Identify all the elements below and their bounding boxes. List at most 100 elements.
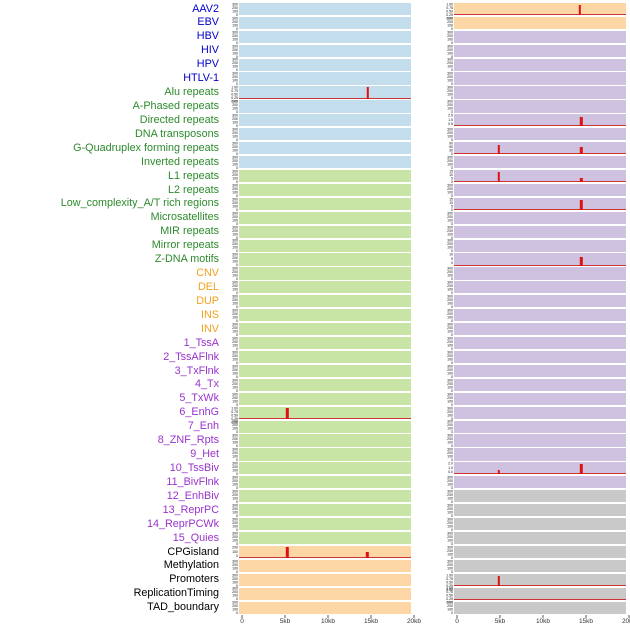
y-tick-label: 300	[447, 309, 453, 313]
signal-track-left	[239, 44, 411, 57]
y-tick-labels: 300 200 100 0	[433, 72, 453, 86]
track-row: 15_Quies 300 200 100 0 300 200 100 0	[0, 531, 630, 546]
y-tick-labels: 300 200 100 0	[218, 184, 238, 198]
y-tick-label: 100	[232, 260, 238, 264]
y-tick-label: 200	[232, 270, 238, 275]
y-tick-label: 200	[232, 396, 238, 400]
y-tick-label: 200	[232, 479, 238, 484]
x-axis-tick-mark	[499, 614, 501, 618]
y-tick-label: 100	[232, 23, 238, 28]
y-tick-label: 0	[451, 194, 453, 198]
y-tick-label: 100	[232, 37, 238, 42]
y-axis-ticks: 300 200 100 0	[222, 560, 239, 574]
signal-track-right	[454, 156, 626, 169]
y-tick-label: 100	[447, 190, 453, 195]
y-tick-label: 300	[232, 490, 238, 494]
y-axis-ticks: 300 200 100 0	[222, 3, 239, 17]
y-tick-labels: 300 200 100 0	[218, 462, 238, 476]
y-tick-label: 200	[447, 298, 453, 303]
y-tick-label: 300	[447, 58, 453, 63]
y-tick-label: 200	[447, 103, 453, 108]
track-row: 2_TssAFlnk 300 200 100 0 300 200 100 0	[0, 350, 630, 365]
y-tick-label: 200	[447, 312, 453, 317]
y-axis-ticks: 300 200 100 0	[222, 434, 239, 448]
y-tick-labels: 300 200 100 0	[433, 184, 453, 198]
signal-track-right	[454, 517, 626, 531]
y-axis-ticks: 300 200 100 0	[222, 309, 239, 323]
y-axis-ticks: 300 200 100 0	[437, 309, 454, 323]
y-tick-label: 200	[447, 354, 453, 358]
y-axis-ticks: 300 200 100 0	[222, 379, 239, 393]
y-tick-labels: 300 200 100 0	[218, 156, 238, 170]
y-axis-ticks: 300 200 100 0	[437, 351, 454, 365]
y-tick-labels: 300 200 100 0	[433, 532, 453, 546]
y-tick-label: 300	[447, 504, 453, 508]
x-axis-tick-mark	[327, 614, 329, 618]
track-row: 1_TssA 300 200 100 0 300 200 100 0	[0, 336, 630, 351]
track-row: Promoters 300 200 100 0 1.00 0.75 0.50 0.25 0.00	[0, 573, 630, 591]
y-tick-label: 0	[451, 96, 453, 101]
signal-track-left	[239, 281, 411, 294]
y-axis-ticks: 2.5 1.5 0.5	[437, 114, 454, 126]
y-tick-labels: 2.0 1.0 0.0	[433, 462, 453, 474]
y-tick-label: 0	[236, 138, 238, 143]
y-tick-label: 0.00	[231, 420, 238, 425]
track-row: Low_complexity_A/T rich regions 300 200 100…	[0, 197, 630, 212]
y-tick-labels: 300 200 100 0	[218, 281, 238, 295]
y-tick-label: 300	[232, 392, 238, 397]
signal-track-right	[454, 197, 626, 210]
y-tick-label: 200	[447, 521, 453, 525]
row-label: G-Quadruplex forming repeats	[73, 141, 219, 154]
y-tick-label: 0.50	[446, 594, 453, 599]
y-tick-label: 0.25	[446, 598, 453, 602]
track-row: Methylation 300 200 100 0 300 200 100 0	[0, 559, 630, 574]
y-tick-label: 5	[451, 176, 453, 181]
y-tick-label: 0	[451, 236, 453, 240]
signal-track-right	[454, 476, 626, 489]
y-tick-label: 100	[232, 343, 238, 348]
y-axis-ticks: 300 200 100 0	[222, 504, 239, 518]
y-axis-ticks: 300 200 100 0	[222, 323, 239, 337]
y-tick-label: 100	[447, 316, 453, 320]
y-tick-label: 200	[447, 243, 453, 247]
signal-track-left	[239, 336, 411, 350]
y-tick-labels: 15 10 5 0	[433, 170, 453, 184]
y-tick-label: 200	[447, 89, 453, 94]
signal-track-left	[239, 406, 411, 419]
signal-track-right	[454, 420, 626, 433]
y-tick-labels: 300 200 100 0	[218, 212, 238, 226]
y-tick-label: 100	[232, 580, 238, 585]
y-tick-label: 0	[451, 556, 453, 560]
y-tick-label: 200	[447, 326, 453, 331]
y-axis-ticks: 300 200 100 0	[222, 72, 239, 86]
y-tick-label: 200	[447, 605, 453, 609]
y-tick-labels: 300 200 100 0	[433, 100, 453, 114]
y-axis-ticks: 300 200 100 0	[222, 142, 239, 156]
track-row: Directed repeats 300 200 100 0 2.5 1.5 0.5	[0, 113, 630, 128]
y-axis-ticks: 300 200 100 0	[437, 45, 454, 59]
y-tick-label: 100	[447, 218, 453, 223]
y-tick-label: 0	[236, 554, 238, 559]
y-axis-ticks: 300 200 100 0	[437, 490, 454, 504]
y-tick-label: 200	[232, 577, 238, 581]
track-row: EBV 300 200 100 0 300 200 100 0	[0, 16, 630, 31]
signal-track-right	[454, 72, 626, 85]
y-axis-ticks: 300 200 100 0	[437, 72, 454, 86]
y-tick-labels: 300 200 100 0	[433, 58, 453, 73]
row-label: 12_EnhBiv	[166, 489, 219, 502]
y-tick-label: 300	[232, 434, 238, 438]
y-tick-label: 200	[447, 75, 453, 80]
y-tick-label: 300	[447, 601, 453, 606]
track-row: HBV 300 200 100 0 300 200 100 0	[0, 30, 630, 45]
y-axis-ticks: 10 5 0	[437, 253, 454, 265]
y-axis-ticks: 300 200 100 0	[437, 184, 454, 198]
x-axis-tick-label: 5kb	[279, 617, 291, 625]
y-tick-label: 0	[451, 417, 453, 421]
y-tick-label: 0	[451, 138, 453, 143]
y-tick-label: 2.0	[448, 462, 453, 466]
y-tick-label: 300	[232, 587, 238, 592]
y-tick-label: 0	[451, 542, 453, 546]
y-tick-label: 100	[232, 399, 238, 404]
track-row: MIR repeats 300 200 100 0 300 200 100 0	[0, 225, 630, 240]
y-tick-label: 0	[236, 180, 238, 184]
